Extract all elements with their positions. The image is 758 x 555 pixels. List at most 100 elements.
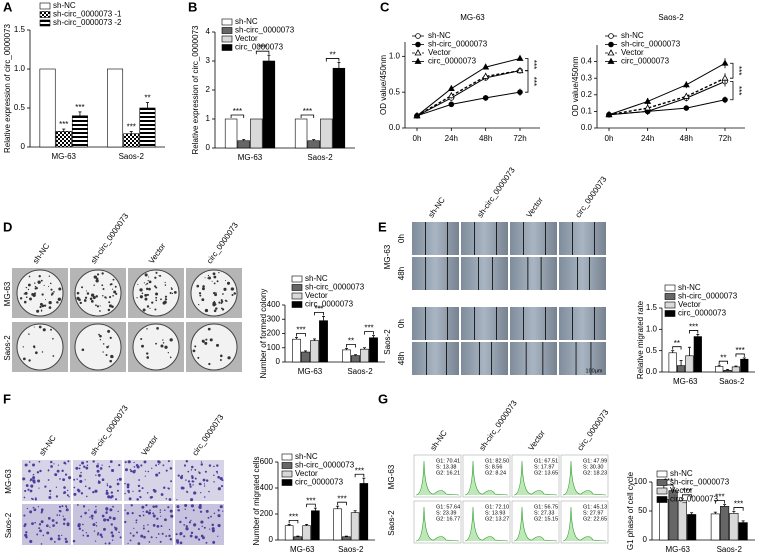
- image: [28, 359, 31, 362]
- image: [78, 474, 82, 478]
- image: [106, 484, 109, 487]
- image: [155, 505, 158, 508]
- bar: [659, 499, 669, 541]
- image: [92, 491, 95, 494]
- significance: ***: [296, 326, 305, 335]
- panel-letter: B: [188, 0, 197, 14]
- image: [118, 477, 122, 481]
- image: [62, 515, 64, 517]
- legend-swatch: [291, 284, 303, 291]
- flow-stat: S: 13.38: [436, 464, 457, 470]
- image: [464, 506, 509, 542]
- marker: [608, 41, 614, 48]
- image: [33, 326, 35, 328]
- image: [25, 296, 28, 299]
- image: [207, 277, 209, 279]
- image: [175, 460, 224, 501]
- image: [220, 354, 223, 358]
- image: [40, 279, 43, 282]
- image: [149, 307, 151, 309]
- legend-label: circ_0000073: [428, 57, 477, 66]
- image: [82, 534, 85, 537]
- image: [190, 519, 192, 522]
- image: [99, 467, 103, 470]
- image: [127, 460, 131, 464]
- image: [29, 539, 33, 544]
- column-label: sh-NC: [426, 195, 447, 219]
- image: [213, 465, 215, 468]
- image: [25, 531, 28, 534]
- image: [170, 480, 173, 483]
- image: [112, 534, 114, 536]
- image: [223, 287, 227, 291]
- flow-stat: G2: 16.21: [436, 470, 460, 476]
- image: [28, 275, 31, 278]
- significance: ***: [529, 60, 538, 69]
- image: [203, 496, 206, 498]
- image: [132, 490, 134, 493]
- image: [24, 463, 28, 467]
- image: [25, 536, 28, 539]
- x-tick-label: Saos-2: [719, 377, 745, 386]
- image: [101, 272, 104, 275]
- bar: [237, 140, 250, 149]
- significance: ***: [734, 500, 743, 509]
- image: [146, 282, 149, 285]
- row-label: Saos-2: [4, 512, 13, 538]
- image: [85, 290, 87, 292]
- image: [169, 467, 173, 470]
- flow-stat: G2: 22.65: [583, 516, 607, 522]
- image: [155, 342, 158, 345]
- legend-label: Vector: [678, 300, 701, 309]
- bar: [310, 340, 319, 363]
- significance: ***: [664, 477, 673, 486]
- image: [16, 323, 64, 371]
- image: [201, 525, 203, 528]
- legend-label: circ_0000073: [295, 478, 344, 487]
- marker: [447, 91, 455, 99]
- bar: [359, 483, 369, 541]
- image: [142, 527, 145, 530]
- image: [415, 506, 460, 542]
- image: [189, 483, 192, 486]
- image: [208, 362, 211, 366]
- legend-label: sh-NC: [621, 31, 644, 40]
- y-tick-label: 400: [260, 483, 274, 492]
- image: [72, 539, 76, 543]
- image: [203, 483, 206, 485]
- comparison-bracket: [364, 331, 374, 335]
- image: [59, 510, 62, 513]
- image: [68, 476, 72, 480]
- image: [159, 275, 162, 277]
- image: [115, 292, 118, 296]
- image: [220, 485, 224, 488]
- image: [158, 275, 161, 277]
- y-tick-label: 50: [638, 506, 647, 515]
- bar: [740, 358, 749, 373]
- image: [132, 534, 135, 537]
- image: [211, 280, 213, 282]
- image: [201, 287, 205, 291]
- image: [133, 466, 136, 468]
- image: [185, 479, 187, 481]
- scale-bar-label: 100μm: [586, 368, 603, 374]
- significance: ***: [689, 323, 698, 332]
- image: [152, 488, 156, 492]
- image: [47, 469, 50, 472]
- x-tick-label: MG-63: [52, 152, 77, 161]
- column-label: sh-circ_0000073: [477, 398, 519, 452]
- image: [111, 534, 115, 538]
- image: [42, 328, 46, 332]
- image: [151, 301, 154, 304]
- legend-label: sh-NC: [428, 31, 451, 40]
- marker: [722, 96, 728, 103]
- image: [139, 496, 142, 499]
- image: [74, 323, 122, 371]
- image: [116, 482, 120, 486]
- column-label: circ_0000073: [573, 174, 608, 219]
- image: [183, 535, 186, 538]
- bar: [676, 365, 686, 373]
- flow-stat: G1: 47.99: [583, 458, 607, 464]
- significance: **: [348, 337, 354, 346]
- image: [144, 470, 147, 472]
